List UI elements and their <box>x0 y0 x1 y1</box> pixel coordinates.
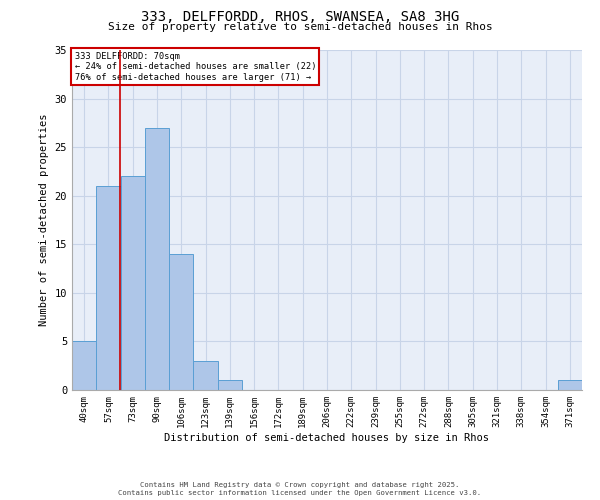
Y-axis label: Number of semi-detached properties: Number of semi-detached properties <box>39 114 49 326</box>
Text: Size of property relative to semi-detached houses in Rhos: Size of property relative to semi-detach… <box>107 22 493 32</box>
Bar <box>96 186 121 390</box>
Bar <box>193 361 218 390</box>
Bar <box>121 176 145 390</box>
X-axis label: Distribution of semi-detached houses by size in Rhos: Distribution of semi-detached houses by … <box>164 432 490 442</box>
Bar <box>145 128 169 390</box>
Text: Contains HM Land Registry data © Crown copyright and database right 2025.: Contains HM Land Registry data © Crown c… <box>140 482 460 488</box>
Text: 333 DELFFORDD: 70sqm
← 24% of semi-detached houses are smaller (22)
76% of semi-: 333 DELFFORDD: 70sqm ← 24% of semi-detac… <box>74 52 316 82</box>
Text: Contains public sector information licensed under the Open Government Licence v3: Contains public sector information licen… <box>118 490 482 496</box>
Bar <box>218 380 242 390</box>
Bar <box>558 380 582 390</box>
Bar <box>72 342 96 390</box>
Text: 333, DELFFORDD, RHOS, SWANSEA, SA8 3HG: 333, DELFFORDD, RHOS, SWANSEA, SA8 3HG <box>141 10 459 24</box>
Bar <box>169 254 193 390</box>
